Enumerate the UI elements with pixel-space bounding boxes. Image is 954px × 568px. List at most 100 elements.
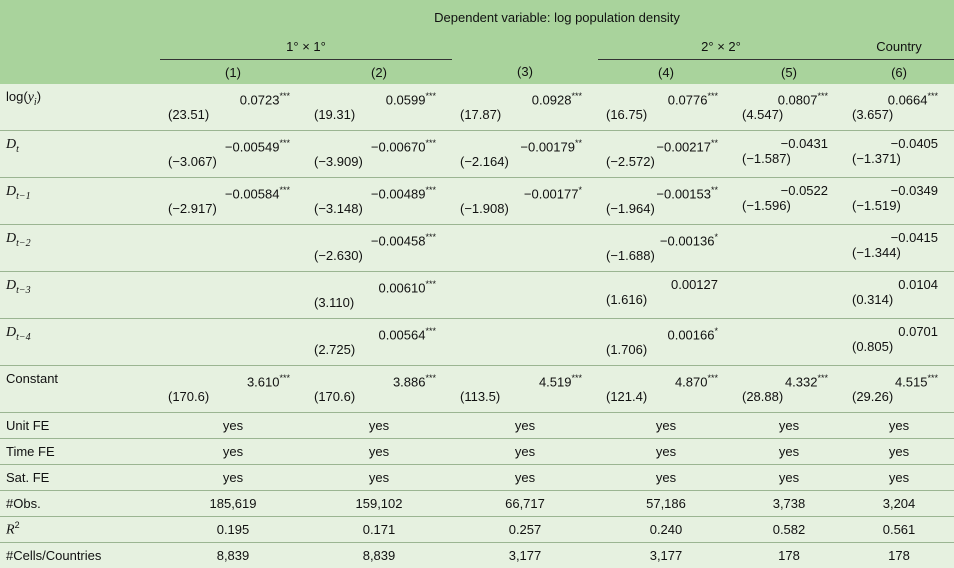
stat-cell: 185,619	[160, 491, 306, 517]
coefficient-value: −0.00136*	[598, 230, 734, 248]
coefficient-cell: −0.00153**(−1.964)	[598, 178, 734, 225]
coefficient-cell: 0.0807***(4.547)	[734, 84, 844, 131]
coefficient-cell: 0.00166*(1.706)	[598, 319, 734, 366]
stat-cell: yes	[734, 465, 844, 491]
t-statistic: (4.547)	[734, 107, 844, 122]
coefficient-cell: −0.00458***(−2.630)	[306, 225, 452, 272]
coefficient-value: −0.00489***	[306, 183, 452, 201]
coefficient-cell: 0.0776***(16.75)	[598, 84, 734, 131]
stat-cell: 66,717	[452, 491, 598, 517]
stat-cell: yes	[306, 465, 452, 491]
coefficient-cell: −0.0349(−1.519)	[844, 178, 954, 225]
stat-cell: 3,177	[452, 543, 598, 568]
row-label: log(yi)	[0, 84, 160, 131]
coefficient-cell	[160, 272, 306, 319]
coefficient-cell: −0.00217**(−2.572)	[598, 131, 734, 178]
coefficient-value: −0.0522	[734, 183, 844, 198]
stat-cell: 3,177	[598, 543, 734, 568]
row-label: Unit FE	[0, 413, 160, 439]
stat-cell: 0.195	[160, 517, 306, 543]
column-header: (6)	[844, 60, 954, 85]
t-statistic: (−2.630)	[306, 248, 452, 263]
stat-cell: yes	[306, 413, 452, 439]
coefficient-cell: 0.00127(1.616)	[598, 272, 734, 319]
coefficient-cell: 4.519***(113.5)	[452, 366, 598, 413]
coefficient-cell: 0.00610***(3.110)	[306, 272, 452, 319]
t-statistic: (23.51)	[160, 107, 306, 122]
coefficient-cell	[452, 319, 598, 366]
row-label: Dt−4	[0, 319, 160, 366]
stat-cell: yes	[734, 439, 844, 465]
t-statistic: (−1.688)	[598, 248, 734, 263]
coefficient-value: −0.00153**	[598, 183, 734, 201]
table-row: Dt−1−0.00584***(−2.917)−0.00489***(−3.14…	[0, 178, 954, 225]
stat-cell: 0.257	[452, 517, 598, 543]
stat-cell: 178	[734, 543, 844, 568]
coefficient-value: −0.00179**	[452, 136, 598, 154]
stat-cell: yes	[734, 413, 844, 439]
t-statistic: (−1.344)	[844, 245, 954, 260]
stat-cell: 0.171	[306, 517, 452, 543]
t-statistic: (−3.067)	[160, 154, 306, 169]
t-statistic: (−1.908)	[452, 201, 598, 216]
t-statistic: (−3.909)	[306, 154, 452, 169]
stat-cell: yes	[598, 465, 734, 491]
stat-cell: 3,738	[734, 491, 844, 517]
coefficient-value: 0.00127	[598, 277, 734, 292]
column-header: (1)	[160, 60, 306, 85]
stat-cell: yes	[452, 439, 598, 465]
coefficient-cell: 0.0701(0.805)	[844, 319, 954, 366]
coefficient-cell: −0.00584***(−2.917)	[160, 178, 306, 225]
stat-cell: yes	[160, 439, 306, 465]
t-statistic: (29.26)	[844, 389, 954, 404]
group-header-country: Country	[844, 34, 954, 60]
coefficient-cell: 0.0664***(3.657)	[844, 84, 954, 131]
stat-cell: yes	[160, 465, 306, 491]
coefficient-value: 3.610***	[160, 371, 306, 389]
row-label: Dt	[0, 131, 160, 178]
coefficient-cell	[452, 225, 598, 272]
row-label: Time FE	[0, 439, 160, 465]
column-header: (2)	[306, 60, 452, 85]
stat-cell: 178	[844, 543, 954, 568]
t-statistic: (−3.148)	[306, 201, 452, 216]
t-statistic: (19.31)	[306, 107, 452, 122]
coefficient-value: 4.515***	[844, 371, 954, 389]
dependent-variable-title: Dependent variable: log population densi…	[160, 0, 954, 34]
coefficient-cell: 4.870***(121.4)	[598, 366, 734, 413]
coefficient-cell	[452, 272, 598, 319]
coefficient-cell: 3.886***(170.6)	[306, 366, 452, 413]
stat-cell: yes	[160, 413, 306, 439]
coefficient-cell: −0.0415(−1.344)	[844, 225, 954, 272]
coefficient-cell: −0.00179**(−2.164)	[452, 131, 598, 178]
coefficient-value: −0.00584***	[160, 183, 306, 201]
row-label: R2	[0, 517, 160, 543]
coefficient-value: −0.0349	[844, 183, 954, 198]
t-statistic: (121.4)	[598, 389, 734, 404]
coefficient-value: −0.00217**	[598, 136, 734, 154]
t-statistic: (1.616)	[598, 292, 734, 307]
coefficient-cell: 3.610***(170.6)	[160, 366, 306, 413]
stat-cell: 57,186	[598, 491, 734, 517]
row-label: Sat. FE	[0, 465, 160, 491]
t-statistic: (1.706)	[598, 342, 734, 357]
t-statistic: (28.88)	[734, 389, 844, 404]
row-label: #Obs.	[0, 491, 160, 517]
t-statistic: (−1.371)	[844, 151, 954, 166]
coefficient-value: 0.0701	[844, 324, 954, 339]
stat-cell: yes	[452, 413, 598, 439]
t-statistic: (−2.572)	[598, 154, 734, 169]
coefficient-cell: 0.0928***(17.87)	[452, 84, 598, 131]
row-label: Dt−1	[0, 178, 160, 225]
row-label: Dt−2	[0, 225, 160, 272]
coefficient-cell: −0.0431(−1.587)	[734, 131, 844, 178]
stat-cell: yes	[598, 439, 734, 465]
coefficient-value: 0.0723***	[160, 89, 306, 107]
stat-cell: 0.582	[734, 517, 844, 543]
